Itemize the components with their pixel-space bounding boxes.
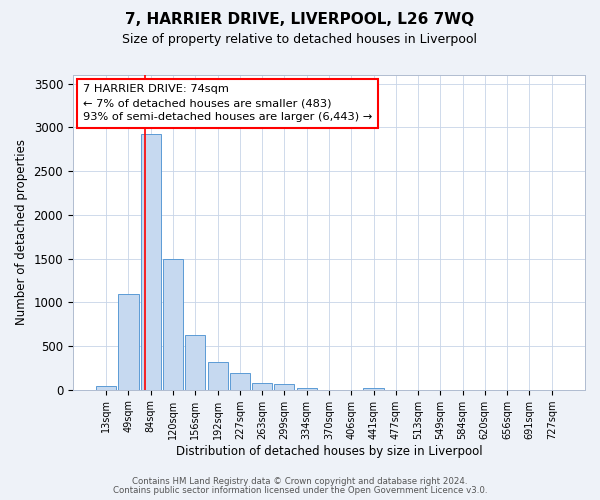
- Bar: [364, 388, 383, 390]
- Bar: [141, 134, 161, 390]
- Bar: [208, 362, 227, 390]
- Text: Contains HM Land Registry data © Crown copyright and database right 2024.: Contains HM Land Registry data © Crown c…: [132, 477, 468, 486]
- Text: 7 HARRIER DRIVE: 74sqm
← 7% of detached houses are smaller (483)
93% of semi-det: 7 HARRIER DRIVE: 74sqm ← 7% of detached …: [83, 84, 373, 122]
- Bar: [185, 334, 205, 390]
- Text: Size of property relative to detached houses in Liverpool: Size of property relative to detached ho…: [122, 32, 478, 46]
- Bar: [96, 386, 116, 390]
- Bar: [296, 388, 317, 390]
- Bar: [274, 384, 295, 390]
- Y-axis label: Number of detached properties: Number of detached properties: [15, 140, 28, 326]
- Bar: [230, 372, 250, 390]
- Text: Contains public sector information licensed under the Open Government Licence v3: Contains public sector information licen…: [113, 486, 487, 495]
- Bar: [118, 294, 139, 390]
- Bar: [252, 383, 272, 390]
- Text: 7, HARRIER DRIVE, LIVERPOOL, L26 7WQ: 7, HARRIER DRIVE, LIVERPOOL, L26 7WQ: [125, 12, 475, 28]
- X-axis label: Distribution of detached houses by size in Liverpool: Distribution of detached houses by size …: [176, 444, 482, 458]
- Bar: [163, 260, 183, 390]
